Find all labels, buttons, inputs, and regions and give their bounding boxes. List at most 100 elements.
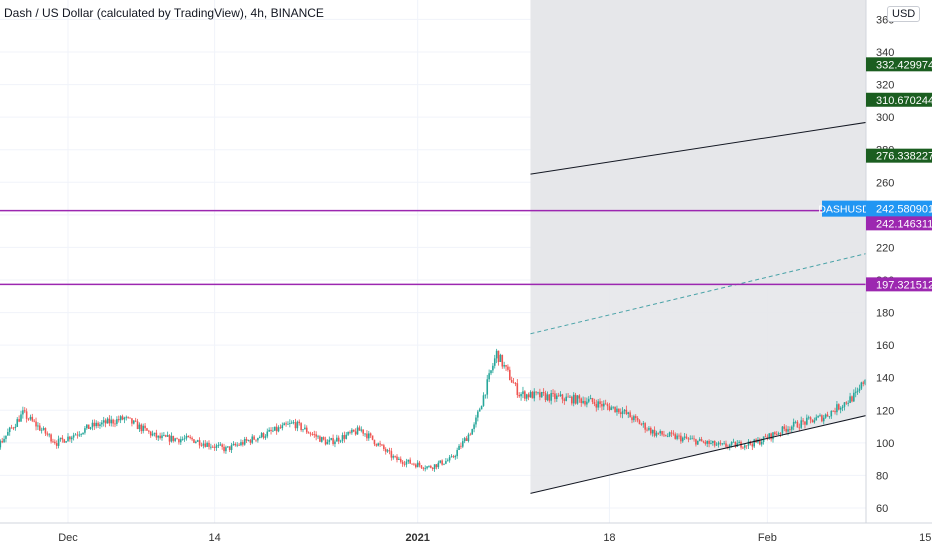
candle-body: [582, 400, 584, 404]
candle-body: [571, 396, 573, 404]
candle: [428, 465, 430, 468]
candle-body: [683, 436, 686, 438]
candle-body: [311, 434, 314, 435]
candle-body: [127, 416, 129, 418]
candle: [142, 423, 144, 434]
candle-body: [520, 394, 522, 397]
candle-body: [663, 434, 665, 436]
candle-body: [638, 420, 641, 425]
candle: [576, 395, 579, 405]
candle-body: [351, 429, 353, 433]
candle-body: [334, 441, 336, 445]
candle: [599, 398, 601, 408]
candle: [296, 420, 299, 432]
candle-body: [860, 382, 863, 389]
candle: [744, 443, 746, 451]
candle: [668, 431, 671, 438]
candle-body: [211, 446, 214, 448]
candle: [277, 425, 280, 433]
candle: [646, 427, 648, 432]
candle-body: [744, 445, 746, 448]
candle: [319, 435, 321, 442]
candle-body: [151, 433, 154, 436]
candle-body: [289, 423, 291, 424]
candle: [580, 397, 583, 407]
candle: [629, 410, 631, 418]
candle: [180, 436, 182, 445]
candle-body: [202, 443, 205, 446]
candle-body: [836, 404, 838, 413]
candle-body: [206, 442, 208, 447]
candle-body: [279, 427, 282, 429]
candle: [148, 429, 150, 434]
candle-body: [604, 403, 607, 405]
candle-body: [225, 447, 227, 452]
candle: [529, 390, 532, 398]
candle-body: [178, 439, 180, 443]
candle-body: [37, 425, 39, 427]
candle-body: [627, 412, 630, 414]
candle: [499, 353, 502, 363]
candle-body: [360, 429, 363, 431]
currency-button[interactable]: USD: [887, 6, 921, 22]
candle: [826, 411, 829, 417]
candle: [766, 434, 769, 441]
candle: [497, 350, 500, 366]
candle: [290, 420, 293, 424]
candle-body: [830, 410, 833, 417]
candle-body: [509, 369, 511, 380]
candle-body: [112, 419, 114, 424]
candle: [612, 406, 614, 410]
candle: [552, 389, 554, 397]
y-tick-label: 320: [876, 80, 894, 92]
candle: [603, 400, 605, 411]
candle: [211, 445, 214, 448]
candle-body: [565, 396, 567, 401]
candle: [349, 430, 351, 435]
y-tick-label: 120: [876, 405, 894, 417]
price-label-box: [866, 148, 932, 163]
candle-body: [35, 421, 37, 427]
candle-body: [198, 440, 201, 446]
candle-body: [732, 441, 735, 443]
candle-body: [307, 432, 310, 434]
candle-body: [354, 431, 357, 435]
candle: [821, 414, 823, 423]
candle: [415, 463, 417, 469]
candle-body: [217, 444, 220, 446]
candle-body: [700, 439, 703, 442]
candle: [638, 419, 641, 425]
candle-body: [298, 421, 301, 424]
x-tick-label: 2021: [405, 532, 429, 544]
candle-body: [510, 379, 513, 383]
candle: [3, 435, 5, 443]
candle-body: [505, 365, 507, 367]
candle-body: [672, 433, 675, 435]
candle-body: [264, 436, 267, 438]
candle-body: [495, 350, 498, 359]
candle-body: [747, 441, 750, 446]
price-label-support: 242.146311: [866, 216, 932, 231]
candle-body: [315, 434, 317, 437]
candle-body: [99, 424, 101, 426]
candle-body: [486, 379, 489, 395]
candle: [742, 446, 744, 450]
candle-body: [371, 435, 374, 440]
candle-body: [114, 423, 116, 425]
candle: [817, 415, 819, 419]
candle: [168, 434, 171, 446]
candle-body: [460, 445, 462, 447]
candle-body: [760, 441, 763, 445]
candle-body: [802, 420, 804, 422]
candle: [631, 415, 633, 424]
candle-body: [59, 437, 62, 439]
candle: [625, 405, 628, 416]
candle: [798, 423, 801, 432]
candle: [196, 439, 199, 442]
candle-body: [634, 416, 637, 418]
candle-body: [646, 429, 648, 431]
candle-body: [136, 421, 139, 430]
candle-body: [527, 394, 530, 398]
